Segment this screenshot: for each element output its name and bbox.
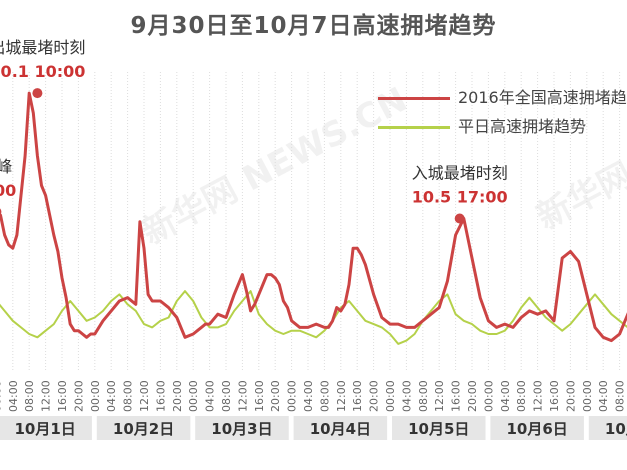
day-band (490, 416, 584, 440)
day-label: 10月5日 (408, 420, 469, 438)
x-axis: 00:00 04:00 08:00 12:00 16:00 20:00 00:00 04:00… (0, 380, 627, 440)
tick-label: 00:00 (0, 380, 3, 412)
day-band (293, 416, 388, 440)
series-lines (0, 91, 627, 345)
tick-label: 20:00 (72, 380, 85, 412)
annotation-label: 出城最堵时刻 (0, 38, 85, 57)
tick-label: 04:00 (499, 380, 512, 412)
tick-label: 04:00 (105, 380, 118, 412)
annotation-time: 0:00 (0, 181, 16, 200)
peak-marker (32, 88, 43, 99)
day-label: 10月2日 (113, 420, 174, 438)
tick-label: 08:00 (417, 380, 430, 412)
tick-label: 20:00 (269, 380, 282, 412)
day-label: 10月3日 (211, 420, 272, 438)
tick-label: 20:00 (564, 380, 577, 412)
tick-label: 00:00 (187, 380, 200, 412)
tick-label: 04:00 (400, 380, 413, 412)
legend-swatch-holiday (378, 97, 450, 100)
legend-item-holiday: 2016年全国高速拥堵趋势 (378, 84, 627, 108)
peak-marker (454, 213, 465, 224)
tick-label: 16:00 (351, 380, 364, 412)
series-line-0 (0, 91, 627, 343)
day-label: 10月1日 (15, 420, 76, 438)
day-band (195, 416, 289, 440)
tick-label: 12:00 (335, 380, 348, 412)
tick-label: 16:00 (154, 380, 167, 412)
tick-label: 00:00 (482, 380, 495, 412)
tick-label: 08:00 (122, 380, 135, 412)
legend-swatch-weekday (378, 126, 450, 129)
tick-label: 04:00 (7, 380, 20, 412)
tick-label: 12:00 (433, 380, 446, 412)
day-band (392, 416, 486, 440)
annotation-label: 高峰 (0, 157, 12, 176)
tick-label: 08:00 (614, 380, 627, 412)
tick-label: 04:00 (302, 380, 315, 412)
annotation-label: 入城最堵时刻 (412, 164, 508, 183)
tick-label: 12:00 (532, 380, 545, 412)
tick-label: 12:00 (236, 380, 249, 412)
tick-label: 16:00 (450, 380, 463, 412)
tick-label: 16:00 (56, 380, 69, 412)
tick-label: 12:00 (40, 380, 53, 412)
tick-label: 12:00 (138, 380, 151, 412)
tick-label: 00:00 (581, 380, 594, 412)
legend-item-weekday: 平日高速拥堵趋势 (378, 113, 586, 137)
tick-label: 20:00 (466, 380, 479, 412)
tick-label: 04:00 (597, 380, 610, 412)
legend-label-holiday: 2016年全国高速拥堵趋势 (458, 88, 627, 107)
annotations: 出城最堵时刻 10.1 10:00 入城最堵时刻 10.5 17:00 高峰 0:00 (0, 38, 508, 224)
tick-label: 00:00 (384, 380, 397, 412)
annotation-time: 10.5 17:00 (412, 188, 508, 207)
day-label: 10月4日 (310, 420, 371, 438)
tick-label: 20:00 (368, 380, 381, 412)
tick-label: 16:00 (548, 380, 561, 412)
tick-label: 00:00 (89, 380, 102, 412)
chart-title: 9月30日至10月7日高速拥堵趋势 (130, 13, 497, 39)
peak-marker (0, 208, 2, 216)
tick-label: 16:00 (253, 380, 266, 412)
day-band (0, 416, 92, 440)
tick-label: 08:00 (23, 380, 36, 412)
tick-label: 08:00 (515, 380, 528, 412)
tick-label: 04:00 (204, 380, 217, 412)
day-label: 10月7日 (605, 420, 627, 438)
annotation-time: 10.1 10:00 (0, 62, 85, 81)
series-line-1 (0, 290, 627, 345)
legend-label-weekday: 平日高速拥堵趋势 (458, 117, 587, 136)
tick-label: 08:00 (318, 380, 331, 412)
day-band (588, 416, 627, 440)
day-band (96, 416, 191, 440)
tick-label: 20:00 (171, 380, 184, 412)
tick-label: 00:00 (286, 380, 299, 412)
tick-label: 08:00 (220, 380, 233, 412)
day-label: 10月6日 (507, 420, 568, 438)
